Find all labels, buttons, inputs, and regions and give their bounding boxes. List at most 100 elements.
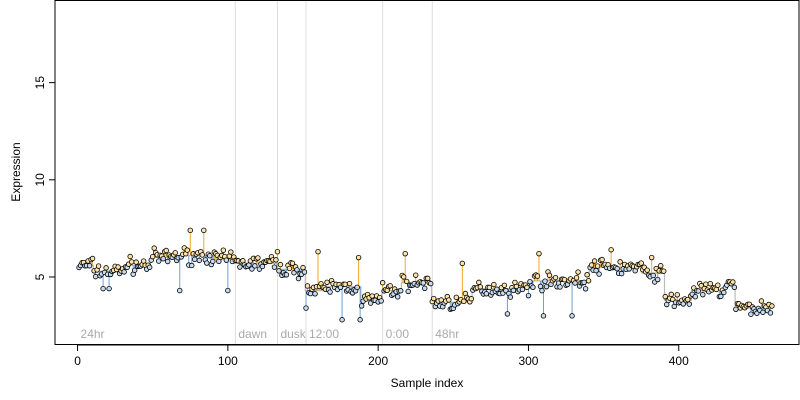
data-point bbox=[557, 284, 563, 290]
data-point bbox=[259, 263, 266, 270]
data-point bbox=[404, 278, 410, 285]
data-point bbox=[491, 281, 497, 288]
data-point bbox=[127, 253, 133, 260]
data-point bbox=[767, 310, 774, 316]
data-point bbox=[315, 249, 321, 255]
data-point bbox=[394, 294, 401, 300]
y-axis: 5 10 15 bbox=[33, 76, 55, 280]
data-point bbox=[486, 284, 493, 291]
data-point bbox=[561, 276, 568, 283]
data-point bbox=[177, 287, 183, 294]
data-point bbox=[655, 276, 661, 283]
data-point bbox=[146, 264, 153, 270]
data-point bbox=[730, 279, 736, 285]
y-tick-label: 15 bbox=[33, 76, 47, 90]
data-point bbox=[184, 247, 190, 253]
data-point bbox=[608, 247, 614, 253]
data-point bbox=[686, 301, 692, 307]
data-point bbox=[572, 280, 578, 286]
x-axis-title: Sample index bbox=[391, 376, 464, 390]
data-point bbox=[413, 272, 419, 278]
y-tick-label: 10 bbox=[33, 173, 47, 187]
data-point bbox=[342, 281, 348, 288]
data-point bbox=[519, 286, 526, 293]
x-tick-label: 200 bbox=[368, 354, 388, 368]
data-point bbox=[599, 256, 605, 263]
data-point bbox=[86, 263, 93, 269]
data-point bbox=[255, 255, 261, 261]
x-tick-label: 0 bbox=[74, 354, 81, 368]
data-point bbox=[131, 267, 138, 273]
data-point bbox=[596, 271, 602, 277]
data-point bbox=[594, 263, 601, 269]
data-point bbox=[718, 293, 724, 300]
data-point bbox=[149, 253, 156, 260]
data-point bbox=[228, 249, 234, 255]
data-point bbox=[758, 298, 765, 304]
data-point bbox=[420, 280, 426, 286]
data-point bbox=[461, 298, 467, 305]
data-point bbox=[661, 268, 667, 274]
x-tick-label: 100 bbox=[218, 354, 238, 368]
data-point bbox=[354, 284, 360, 291]
data-point bbox=[534, 273, 541, 279]
data-point bbox=[187, 227, 193, 234]
data-point bbox=[165, 258, 171, 265]
data-point bbox=[573, 275, 580, 281]
data-point bbox=[160, 256, 166, 262]
data-point bbox=[733, 306, 739, 313]
data-point bbox=[304, 283, 311, 289]
data-point bbox=[276, 268, 282, 274]
data-point bbox=[387, 283, 393, 289]
data-point bbox=[431, 295, 437, 302]
data-point bbox=[358, 303, 365, 309]
data-point bbox=[513, 283, 520, 290]
data-point bbox=[196, 257, 202, 264]
data-point bbox=[584, 272, 590, 278]
data-point bbox=[151, 245, 157, 251]
data-point bbox=[680, 301, 686, 307]
data-point bbox=[199, 252, 205, 258]
data-point bbox=[294, 267, 300, 273]
data-point bbox=[695, 288, 701, 294]
data-point bbox=[618, 270, 625, 277]
data-point bbox=[207, 253, 213, 259]
phase-label: 48hr bbox=[435, 327, 459, 341]
data-point bbox=[537, 283, 544, 290]
data-point bbox=[446, 297, 452, 303]
data-point bbox=[582, 286, 589, 292]
y-axis-title: Expression bbox=[9, 142, 23, 201]
data-point bbox=[289, 260, 296, 266]
data-point bbox=[585, 278, 592, 284]
data-point bbox=[121, 269, 127, 275]
data-point bbox=[103, 265, 109, 271]
data-point bbox=[401, 274, 407, 280]
data-point bbox=[644, 267, 650, 273]
data-point bbox=[273, 257, 279, 263]
data-point bbox=[540, 313, 547, 319]
data-point bbox=[700, 291, 706, 298]
phase-label: dawn bbox=[238, 327, 267, 341]
data-point bbox=[539, 287, 545, 294]
data-point bbox=[769, 303, 775, 309]
data-point bbox=[536, 250, 542, 257]
data-point bbox=[163, 247, 169, 254]
data-point bbox=[295, 275, 302, 282]
data-point bbox=[201, 227, 207, 234]
data-point bbox=[327, 289, 333, 295]
data-point bbox=[115, 264, 121, 270]
data-point bbox=[674, 292, 680, 298]
data-point bbox=[626, 266, 632, 272]
data-point bbox=[307, 290, 314, 297]
y-tick-label: 5 bbox=[33, 273, 47, 280]
data-point bbox=[507, 294, 514, 300]
data-point bbox=[324, 279, 330, 285]
data-point bbox=[617, 259, 623, 265]
data-point bbox=[581, 279, 587, 286]
data-point bbox=[220, 247, 227, 253]
data-point bbox=[300, 264, 306, 271]
x-axis: 0 100 200 300 400 bbox=[74, 344, 689, 368]
data-point bbox=[692, 293, 698, 300]
